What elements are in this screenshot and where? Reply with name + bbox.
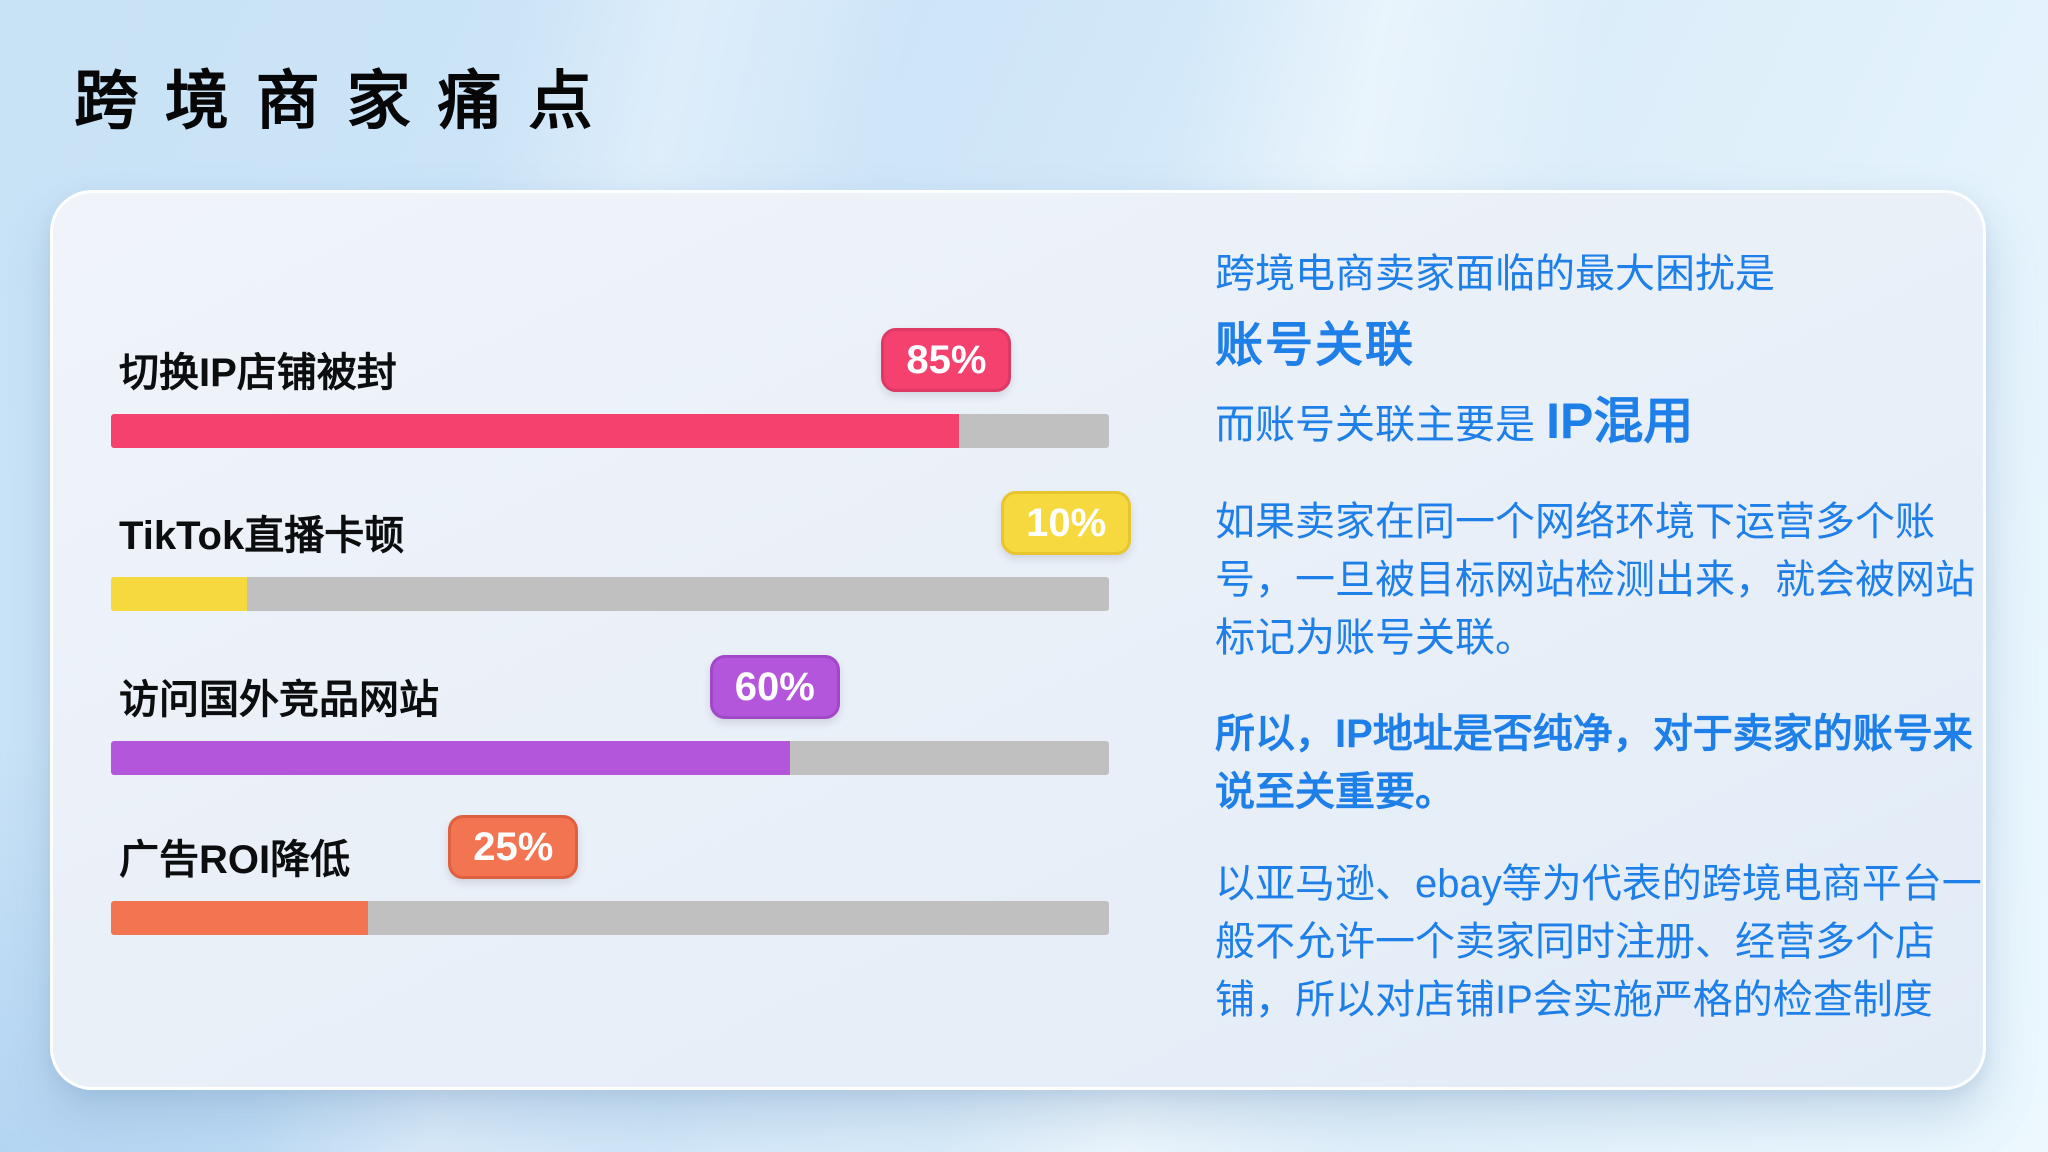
paragraph-network-environment: 如果卖家在同一个网络环境下运营多个账号，一旦被目标网站检测出来，就会被网站标记为…: [1215, 500, 1975, 660]
bar-row-tiktok-lag: TikTok直播卡顿 10%: [111, 491, 1132, 621]
value-badge: 10%: [1001, 491, 1132, 555]
bar-label: 访问国外竞品网站: [119, 678, 439, 722]
bar-label: 广告ROI降低: [119, 838, 351, 882]
value-badge: 85%: [881, 328, 1012, 392]
bar-track: [111, 741, 1109, 775]
paragraph-platform-policy: 以亚马逊、ebay等为代表的跨境电商平台一般不允许一个卖家同时注册、经营多个店铺…: [1215, 862, 1982, 1022]
bar-row-competitor-sites: 访问国外竞品网站 60%: [111, 655, 1109, 785]
bar-fill: [111, 901, 369, 935]
value-badge: 25%: [448, 815, 579, 879]
bar-row-switch-ip: 切换IP店铺被封 85%: [111, 328, 1109, 458]
ip-mixing-highlight: IP混用: [1546, 393, 1694, 449]
bar-track: [111, 577, 1109, 611]
bar-label: TikTok直播卡顿: [119, 514, 405, 558]
content-card: 切换IP店铺被封 85% TikTok直播卡顿 10% 访问国外竞品网站 60%: [50, 190, 1986, 1090]
bar-track: [111, 414, 1109, 448]
bar-track: [111, 901, 1109, 935]
paragraph-ip-purity: 所以，IP地址是否纯净，对于卖家的账号来说至关重要。: [1215, 712, 1973, 814]
bar-fill: [111, 577, 247, 611]
intro-line: 跨境电商卖家面临的最大困扰是: [1215, 252, 1775, 296]
pain-points-bar-chart: 切换IP店铺被封 85% TikTok直播卡顿 10% 访问国外竞品网站 60%: [111, 193, 1132, 1093]
page-title: 跨境商家痛点: [74, 65, 620, 137]
ip-mixing-prefix: 而账号关联主要是: [1215, 403, 1547, 447]
bar-fill: [111, 741, 790, 775]
bar-fill: [111, 414, 960, 448]
ip-mixing-line: 而账号关联主要是 IP混用: [1215, 381, 1693, 453]
headline-account-association: 账号关联: [1215, 319, 1416, 372]
bar-label: 切换IP店铺被封: [119, 351, 397, 395]
bar-row-ad-roi: 广告ROI降低 25%: [111, 815, 1109, 945]
value-badge: 60%: [709, 655, 840, 719]
